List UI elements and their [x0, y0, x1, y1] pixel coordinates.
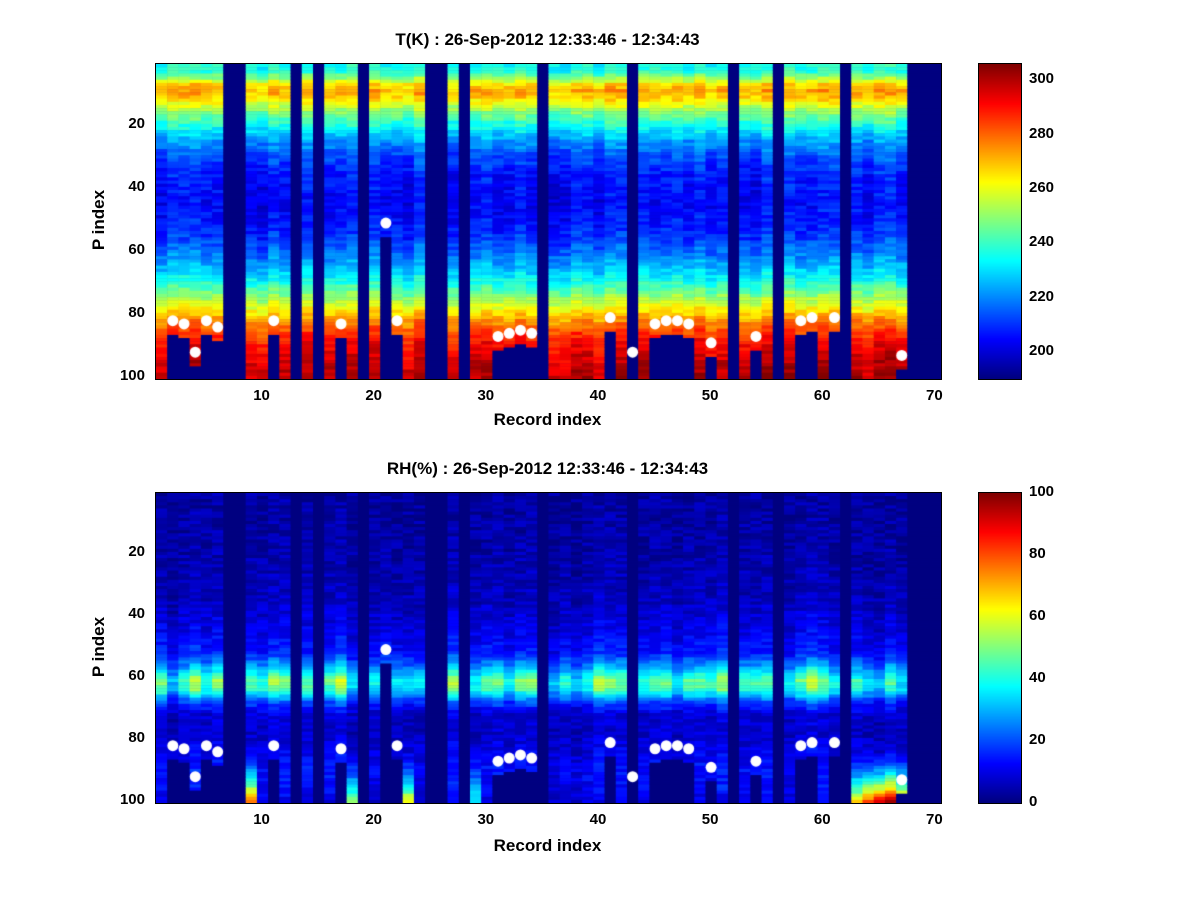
colorbar-canvas-1: [979, 493, 1021, 803]
colorbar-tick-label: 240: [1029, 233, 1055, 251]
y-tick-label: 40: [128, 178, 145, 196]
x-tick-label: 60: [813, 811, 831, 828]
y-tick-label: 60: [128, 241, 145, 259]
x-axis-label-humidity: Record index: [493, 836, 602, 855]
colorbar-tick-label: 20: [1029, 731, 1046, 748]
plot-title-humidity: RH(%) : 26-Sep-2012 12:33:46 - 12:34:43: [386, 459, 709, 478]
x-tick-label: 30: [477, 387, 495, 404]
humidity-heatmap-plot: [155, 492, 942, 804]
x-tick-label: 50: [701, 387, 719, 404]
plot-title-temperature: T(K) : 26-Sep-2012 12:33:46 - 12:34:43: [395, 30, 700, 49]
x-tick-label: 70: [926, 387, 943, 404]
x-tick-label: 10: [253, 387, 270, 404]
x-tick-label: 10: [253, 811, 270, 828]
y-tick-label: 20: [128, 115, 145, 133]
colorbar-tick-label: 80: [1029, 545, 1046, 562]
y-tick-label: 100: [119, 367, 145, 385]
colorbar-tick-label: 40: [1029, 669, 1046, 686]
colorbar-tick-label: 100: [1029, 483, 1055, 500]
x-tick-label: 50: [701, 811, 719, 828]
heatmap-canvas-1: [156, 493, 941, 803]
x-tick-label: 70: [926, 811, 943, 828]
x-tick-label: 60: [813, 387, 831, 404]
heatmap-canvas-0: [156, 64, 941, 379]
x-tick-label: 20: [365, 387, 383, 404]
y-tick-label: 60: [128, 667, 145, 685]
temperature-colorbar: [978, 63, 1022, 380]
y-tick-label: 100: [119, 791, 145, 809]
humidity-colorbar: [978, 492, 1022, 804]
x-tick-label: 20: [365, 811, 383, 828]
y-tick-label: 80: [128, 304, 145, 322]
colorbar-canvas-0: [979, 64, 1021, 379]
y-tick-label: 80: [128, 729, 145, 747]
colorbar-tick-label: 0: [1029, 793, 1038, 810]
x-tick-label: 30: [477, 811, 495, 828]
temperature-heatmap-plot: [155, 63, 942, 380]
colorbar-tick-label: 260: [1029, 178, 1055, 196]
y-tick-label: 20: [128, 543, 145, 561]
x-tick-label: 40: [589, 811, 607, 828]
colorbar-tick-label: 300: [1029, 70, 1055, 88]
colorbar-tick-label: 60: [1029, 607, 1046, 624]
colorbar-tick-label: 200: [1029, 341, 1055, 359]
y-tick-label: 40: [128, 605, 145, 623]
colorbar-tick-label: 220: [1029, 287, 1055, 305]
x-tick-label: 40: [589, 387, 607, 404]
x-axis-label-temperature: Record index: [493, 410, 602, 429]
colorbar-tick-label: 280: [1029, 124, 1055, 142]
